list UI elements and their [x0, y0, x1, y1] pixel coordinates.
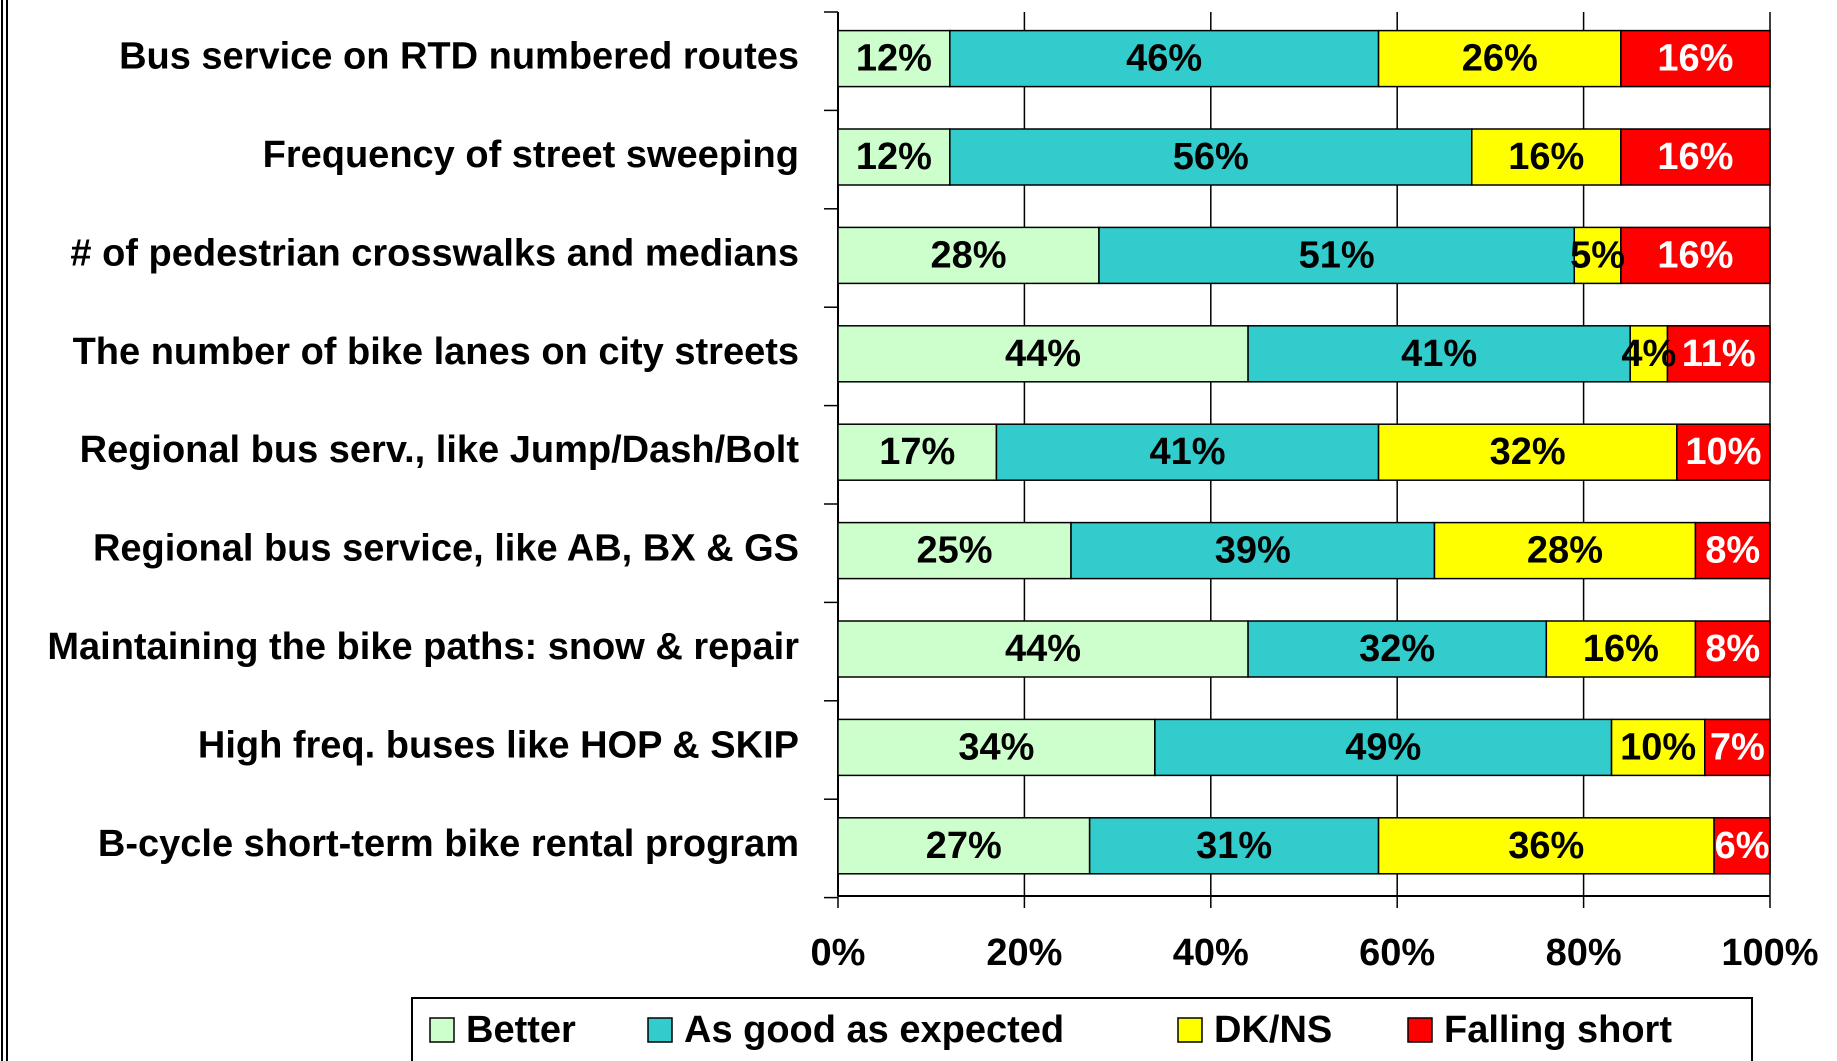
bar-segment — [949, 29, 1380, 88]
x-tick-label: 100% — [1721, 932, 1818, 974]
bar-segment — [837, 817, 1091, 875]
legend-label: Falling short — [1444, 1009, 1672, 1051]
y-tick-label: Regional bus service, like AB, BX & GS — [93, 528, 799, 570]
legend-swatch — [1177, 1017, 1203, 1043]
data-label: 56% — [1173, 136, 1249, 178]
y-tick-label: Maintaining the bike paths: snow & repai… — [47, 626, 799, 668]
data-label: 5% — [1570, 234, 1625, 276]
data-label: 10% — [1620, 726, 1696, 768]
bar-segment — [1713, 817, 1771, 875]
data-label: 16% — [1508, 136, 1584, 178]
data-label: 39% — [1215, 530, 1291, 572]
bar-segment — [837, 29, 951, 88]
data-label: 44% — [1005, 333, 1081, 375]
data-label: 10% — [1685, 431, 1761, 473]
data-label: 6% — [1715, 825, 1770, 867]
data-label: 28% — [1527, 530, 1603, 572]
bar-segment — [1694, 521, 1771, 580]
bar-segment — [1620, 29, 1771, 88]
data-label: 41% — [1401, 333, 1477, 375]
bar-segment — [1573, 226, 1622, 285]
bar-segment — [1154, 718, 1613, 777]
bar-segment — [837, 325, 1249, 383]
legend-swatch — [1407, 1017, 1433, 1043]
data-label: 32% — [1359, 628, 1435, 670]
data-label: 46% — [1126, 38, 1202, 80]
data-label: 8% — [1705, 530, 1760, 572]
data-label: 36% — [1508, 825, 1584, 867]
data-label: 28% — [930, 234, 1006, 276]
bar-segment — [1620, 226, 1771, 285]
data-label: 16% — [1657, 38, 1733, 80]
bar-segment — [1610, 718, 1706, 777]
bar-segment — [837, 718, 1156, 777]
data-label: 26% — [1462, 38, 1538, 80]
x-tick-label: 40% — [1173, 932, 1249, 974]
y-tick-label: B-cycle short-term bike rental program — [98, 823, 799, 865]
bar-segment — [1247, 325, 1631, 383]
bar-segment — [837, 521, 1072, 580]
bar-segment — [837, 620, 1249, 678]
bar-segment — [1629, 325, 1669, 383]
data-label: 25% — [916, 530, 992, 572]
legend-swatch — [647, 1017, 673, 1043]
bar-segment — [1704, 718, 1771, 777]
data-label: 8% — [1705, 628, 1760, 670]
y-tick-label: Frequency of street sweeping — [263, 134, 799, 176]
y-tick-label: # of pedestrian crosswalks and medians — [70, 232, 799, 274]
data-label: 12% — [856, 38, 932, 80]
bar-segment — [1088, 817, 1380, 875]
x-tick-label: 60% — [1359, 932, 1435, 974]
bar-segment — [1694, 620, 1771, 678]
y-tick-label: The number of bike lanes on city streets — [73, 331, 799, 373]
bar-segment — [1070, 521, 1436, 580]
data-label: 7% — [1710, 726, 1765, 768]
bar-segment — [1433, 521, 1697, 580]
data-label: 49% — [1345, 726, 1421, 768]
y-tick-label: Regional bus serv., like Jump/Dash/Bolt — [80, 429, 800, 471]
x-tick-label: 20% — [986, 932, 1062, 974]
legend-label: As good as expected — [684, 1009, 1064, 1051]
data-label: 16% — [1583, 628, 1659, 670]
x-tick-label: 80% — [1546, 932, 1622, 974]
data-label: 32% — [1490, 431, 1566, 473]
legend-label: Better — [466, 1009, 576, 1051]
bar-segment — [1098, 226, 1576, 285]
y-tick-label: Bus service on RTD numbered routes — [119, 36, 799, 78]
legend-box — [411, 997, 1753, 1061]
bar-segment — [1377, 423, 1678, 481]
data-label: 16% — [1657, 136, 1733, 178]
data-label: 11% — [1682, 333, 1756, 375]
data-label: 16% — [1657, 234, 1733, 276]
bar-segment — [1620, 128, 1771, 186]
data-label: 27% — [926, 825, 1002, 867]
bar-segment — [1377, 817, 1715, 875]
data-label: 34% — [958, 726, 1034, 768]
bar-segment — [1676, 423, 1771, 481]
data-label: 31% — [1196, 825, 1272, 867]
data-label: 51% — [1299, 234, 1375, 276]
bar-segment — [1666, 325, 1771, 383]
x-tick-label: 0% — [811, 932, 866, 974]
data-label: 41% — [1149, 431, 1225, 473]
data-label: 44% — [1005, 628, 1081, 670]
bar-segment — [949, 128, 1473, 186]
bar-segment — [837, 423, 998, 481]
y-tick-label: High freq. buses like HOP & SKIP — [198, 724, 799, 766]
legend-swatch — [429, 1017, 455, 1043]
bar-segment — [1471, 128, 1622, 186]
legend-label: DK/NS — [1214, 1009, 1332, 1051]
bar-segment — [1377, 29, 1622, 88]
data-label: 17% — [879, 431, 955, 473]
data-label: 4% — [1621, 333, 1676, 375]
data-label: 12% — [856, 136, 932, 178]
